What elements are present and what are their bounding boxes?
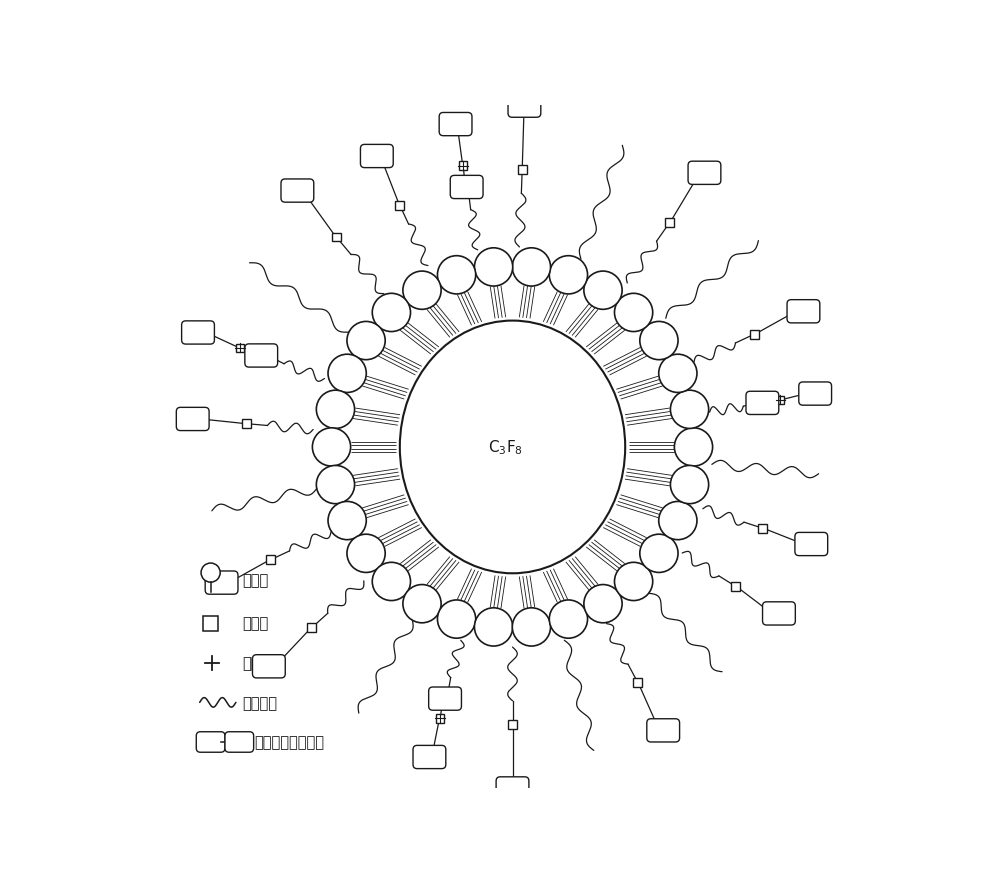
Circle shape — [474, 249, 513, 287]
Circle shape — [328, 354, 366, 393]
Circle shape — [316, 391, 355, 429]
FancyBboxPatch shape — [799, 383, 832, 406]
Bar — [395, 202, 404, 211]
Circle shape — [659, 501, 697, 540]
FancyBboxPatch shape — [763, 602, 795, 626]
Circle shape — [512, 608, 551, 646]
FancyBboxPatch shape — [225, 732, 254, 752]
Bar — [203, 616, 218, 631]
FancyBboxPatch shape — [647, 719, 680, 742]
FancyBboxPatch shape — [413, 745, 446, 769]
Circle shape — [614, 563, 653, 601]
Ellipse shape — [400, 322, 625, 573]
Circle shape — [549, 601, 588, 639]
Circle shape — [347, 323, 385, 361]
Text: 聚乙二醇: 聚乙二醇 — [243, 696, 278, 710]
FancyBboxPatch shape — [429, 688, 461, 711]
FancyBboxPatch shape — [508, 95, 541, 118]
FancyBboxPatch shape — [688, 162, 721, 185]
Circle shape — [659, 354, 697, 393]
Bar — [731, 582, 740, 591]
FancyBboxPatch shape — [787, 300, 820, 323]
Circle shape — [403, 585, 441, 623]
FancyBboxPatch shape — [176, 408, 209, 431]
Circle shape — [312, 428, 351, 467]
FancyBboxPatch shape — [439, 113, 472, 136]
Circle shape — [674, 428, 713, 467]
Text: C$_3$F$_8$: C$_3$F$_8$ — [488, 438, 523, 457]
FancyBboxPatch shape — [245, 345, 278, 368]
Circle shape — [640, 534, 678, 572]
Circle shape — [316, 466, 355, 504]
Circle shape — [670, 391, 709, 429]
Text: 亲和素: 亲和素 — [243, 616, 269, 631]
Bar — [665, 219, 674, 228]
Bar — [236, 344, 244, 353]
Circle shape — [403, 272, 441, 310]
Circle shape — [640, 323, 678, 361]
Circle shape — [549, 256, 588, 294]
Bar — [242, 420, 251, 429]
Circle shape — [437, 256, 476, 294]
Circle shape — [614, 294, 653, 332]
Circle shape — [347, 534, 385, 572]
Circle shape — [584, 585, 622, 623]
FancyBboxPatch shape — [205, 571, 238, 595]
Text: 锔链亲和素: 锔链亲和素 — [243, 656, 286, 671]
Circle shape — [670, 466, 709, 504]
Bar — [750, 330, 759, 339]
Text: 脂膀层: 脂膀层 — [243, 573, 269, 588]
Bar — [633, 678, 642, 687]
Circle shape — [328, 501, 366, 540]
Circle shape — [372, 563, 411, 601]
FancyBboxPatch shape — [196, 732, 225, 752]
Bar — [518, 166, 527, 175]
FancyBboxPatch shape — [450, 176, 483, 199]
Circle shape — [474, 608, 513, 646]
FancyBboxPatch shape — [252, 655, 285, 678]
Circle shape — [201, 563, 220, 582]
FancyBboxPatch shape — [281, 180, 314, 203]
FancyBboxPatch shape — [496, 777, 529, 800]
Bar — [332, 233, 341, 242]
FancyBboxPatch shape — [746, 392, 779, 415]
Bar — [459, 162, 467, 170]
Circle shape — [584, 272, 622, 310]
FancyBboxPatch shape — [795, 532, 828, 556]
Bar — [307, 624, 316, 633]
Circle shape — [512, 249, 551, 287]
Text: 生物素化纳米抗体: 生物素化纳米抗体 — [254, 734, 324, 750]
Bar — [508, 720, 517, 729]
Circle shape — [372, 294, 411, 332]
Bar — [758, 525, 767, 533]
Bar — [436, 715, 444, 723]
Circle shape — [437, 601, 476, 639]
FancyBboxPatch shape — [182, 322, 214, 345]
Bar — [776, 396, 784, 404]
Bar — [266, 556, 275, 564]
FancyBboxPatch shape — [360, 145, 393, 168]
